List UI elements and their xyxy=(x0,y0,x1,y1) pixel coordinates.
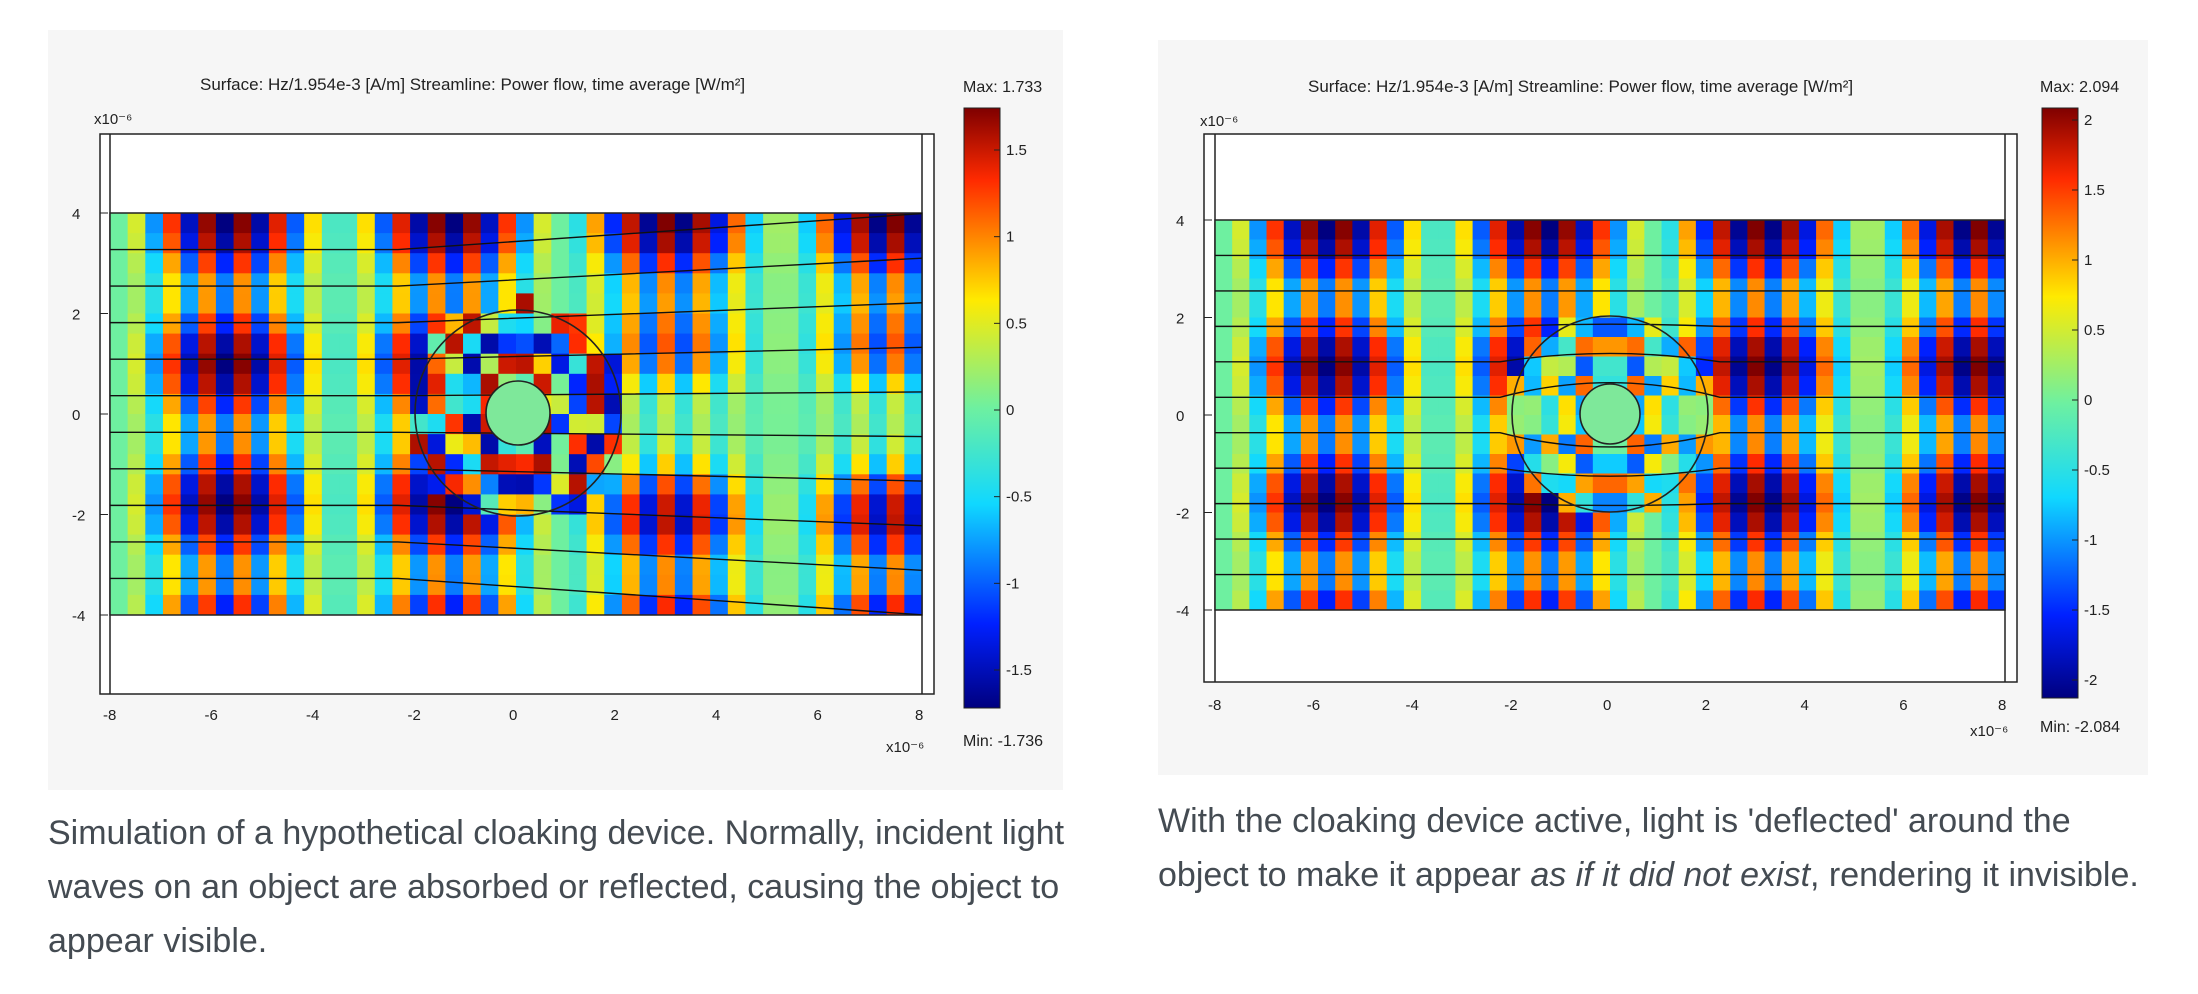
x-tick-label: -8 xyxy=(103,707,116,724)
y-tick-label: 0 xyxy=(72,407,80,424)
x-exponent-label: x10⁻⁶ xyxy=(1970,723,2008,740)
colorbar-max-label: Max: 2.094 xyxy=(2040,79,2119,96)
y-tick-label: -4 xyxy=(72,608,85,625)
colorbar-tick-label: 1 xyxy=(2084,252,2092,269)
figure-right-frame: Surface: Hz/1.954e-3 [A/m] Streamline: P… xyxy=(1158,40,2148,775)
colorbar-tick-label: -0.5 xyxy=(1006,489,1032,506)
x-tick-label: -4 xyxy=(306,707,319,724)
y-exponent-label: x10⁻⁶ xyxy=(94,111,132,128)
x-tick-label: -6 xyxy=(1307,697,1320,714)
figure-left-frame: Surface: Hz/1.954e-3 [A/m] Streamline: P… xyxy=(48,30,1063,790)
x-tick-label: 4 xyxy=(1801,697,1809,714)
colorbar-min-label: Min: -2.084 xyxy=(2040,719,2120,736)
caption-right-emphasis: as if it did not exist xyxy=(1530,856,1811,894)
colorbar-tick-label: -2 xyxy=(2084,672,2097,689)
x-tick-label: 0 xyxy=(509,707,517,724)
x-exponent-label: x10⁻⁶ xyxy=(886,739,924,756)
colorbar-min-label: Min: -1.736 xyxy=(963,733,1043,750)
colorbar-ticks: 2 1.5 1 0.5 0 -0.5 -1 -1.5 -2 xyxy=(2072,112,2110,689)
colorbar-tick-label: 2 xyxy=(2084,112,2092,129)
x-tick-label: 8 xyxy=(915,707,923,724)
colorbar-ticks: 1.5 1 0.5 0 -0.5 -1 -1.5 xyxy=(994,142,1032,679)
y-tick-label: 2 xyxy=(72,307,80,324)
colorbar-tick-label: 1 xyxy=(1006,229,1014,246)
cloak-boundary xyxy=(1511,315,1709,513)
x-tick-label: 6 xyxy=(1899,697,1907,714)
y-tick-label: -4 xyxy=(1176,603,1189,620)
x-tick-label: 8 xyxy=(1998,697,2006,714)
y-tick-label: -2 xyxy=(72,508,85,525)
y-tick-label: -2 xyxy=(1176,506,1189,523)
colorbar-tick-label: 1.5 xyxy=(1006,142,1027,159)
caption-left: Simulation of a hypothetical cloaking de… xyxy=(48,814,1065,960)
x-tick-label: 2 xyxy=(611,707,619,724)
x-tick-label: 0 xyxy=(1603,697,1611,714)
simulation-plot-left: Surface: Hz/1.954e-3 [A/m] Streamline: P… xyxy=(72,75,1043,756)
x-tick-label: -6 xyxy=(205,707,218,724)
colorbar-tick-label: -1.5 xyxy=(1006,662,1032,679)
colorbar-tick-label: 0 xyxy=(1006,402,1014,419)
plot-title: Surface: Hz/1.954e-3 [A/m] Streamline: P… xyxy=(200,75,745,94)
y-exponent-label: x10⁻⁶ xyxy=(1200,113,1238,130)
field-surface xyxy=(110,213,922,615)
colorbar-tick-label: -1.5 xyxy=(2084,602,2110,619)
object-circle xyxy=(1579,383,1641,445)
figure-left: Surface: Hz/1.954e-3 [A/m] Streamline: P… xyxy=(48,30,1063,790)
x-tick-label: -2 xyxy=(1504,697,1517,714)
y-tick-label: 0 xyxy=(1176,408,1184,425)
x-tick-label: -2 xyxy=(408,707,421,724)
figure-right: Surface: Hz/1.954e-3 [A/m] Streamline: P… xyxy=(1158,40,2148,775)
cloak-boundary xyxy=(414,309,622,517)
y-tick-label: 4 xyxy=(72,206,80,223)
colorbar xyxy=(963,107,1001,709)
streamlines xyxy=(110,212,923,616)
colorbar-tick-label: 1.5 xyxy=(2084,182,2105,199)
colorbar xyxy=(2041,107,2079,699)
x-tick-label: -8 xyxy=(1208,697,1221,714)
colorbar-tick-label: 0.5 xyxy=(1006,315,1027,332)
x-tick-label: -4 xyxy=(1406,697,1419,714)
y-axis-ticks: 4 2 0 -2 -4 xyxy=(72,206,108,625)
y-tick-label: 4 xyxy=(1176,213,1184,230)
caption-right: With the cloaking device active, light i… xyxy=(1158,794,2168,902)
colorbar-tick-label: -1 xyxy=(1006,575,1019,592)
colorbar-max-label: Max: 1.733 xyxy=(963,79,1042,96)
caption-right-text-after: , rendering it invisible. xyxy=(1810,856,2139,894)
object-circle xyxy=(485,380,551,446)
streamlines xyxy=(1215,254,2005,576)
x-tick-label: 2 xyxy=(1702,697,1710,714)
plot-title: Surface: Hz/1.954e-3 [A/m] Streamline: P… xyxy=(1308,77,1853,96)
colorbar-tick-label: -0.5 xyxy=(2084,462,2110,479)
y-tick-label: 2 xyxy=(1176,311,1184,328)
colorbar-tick-label: 0.5 xyxy=(2084,322,2105,339)
x-axis-ticks: -8 -6 -4 -2 0 2 4 6 8 xyxy=(103,707,923,724)
colorbar-tick-label: -1 xyxy=(2084,532,2097,549)
x-axis-ticks: -8 -6 -4 -2 0 2 4 6 8 xyxy=(1208,697,2006,714)
field-surface xyxy=(1215,220,2005,610)
colorbar-tick-label: 0 xyxy=(2084,392,2092,409)
caption-right-text-before: With the cloaking device active, light i… xyxy=(1158,802,2071,894)
y-axis-ticks: 4 2 0 -2 -4 xyxy=(1176,213,1212,620)
simulation-plot-right: Surface: Hz/1.954e-3 [A/m] Streamline: P… xyxy=(1176,77,2120,740)
x-tick-label: 6 xyxy=(814,707,822,724)
x-tick-label: 4 xyxy=(712,707,720,724)
